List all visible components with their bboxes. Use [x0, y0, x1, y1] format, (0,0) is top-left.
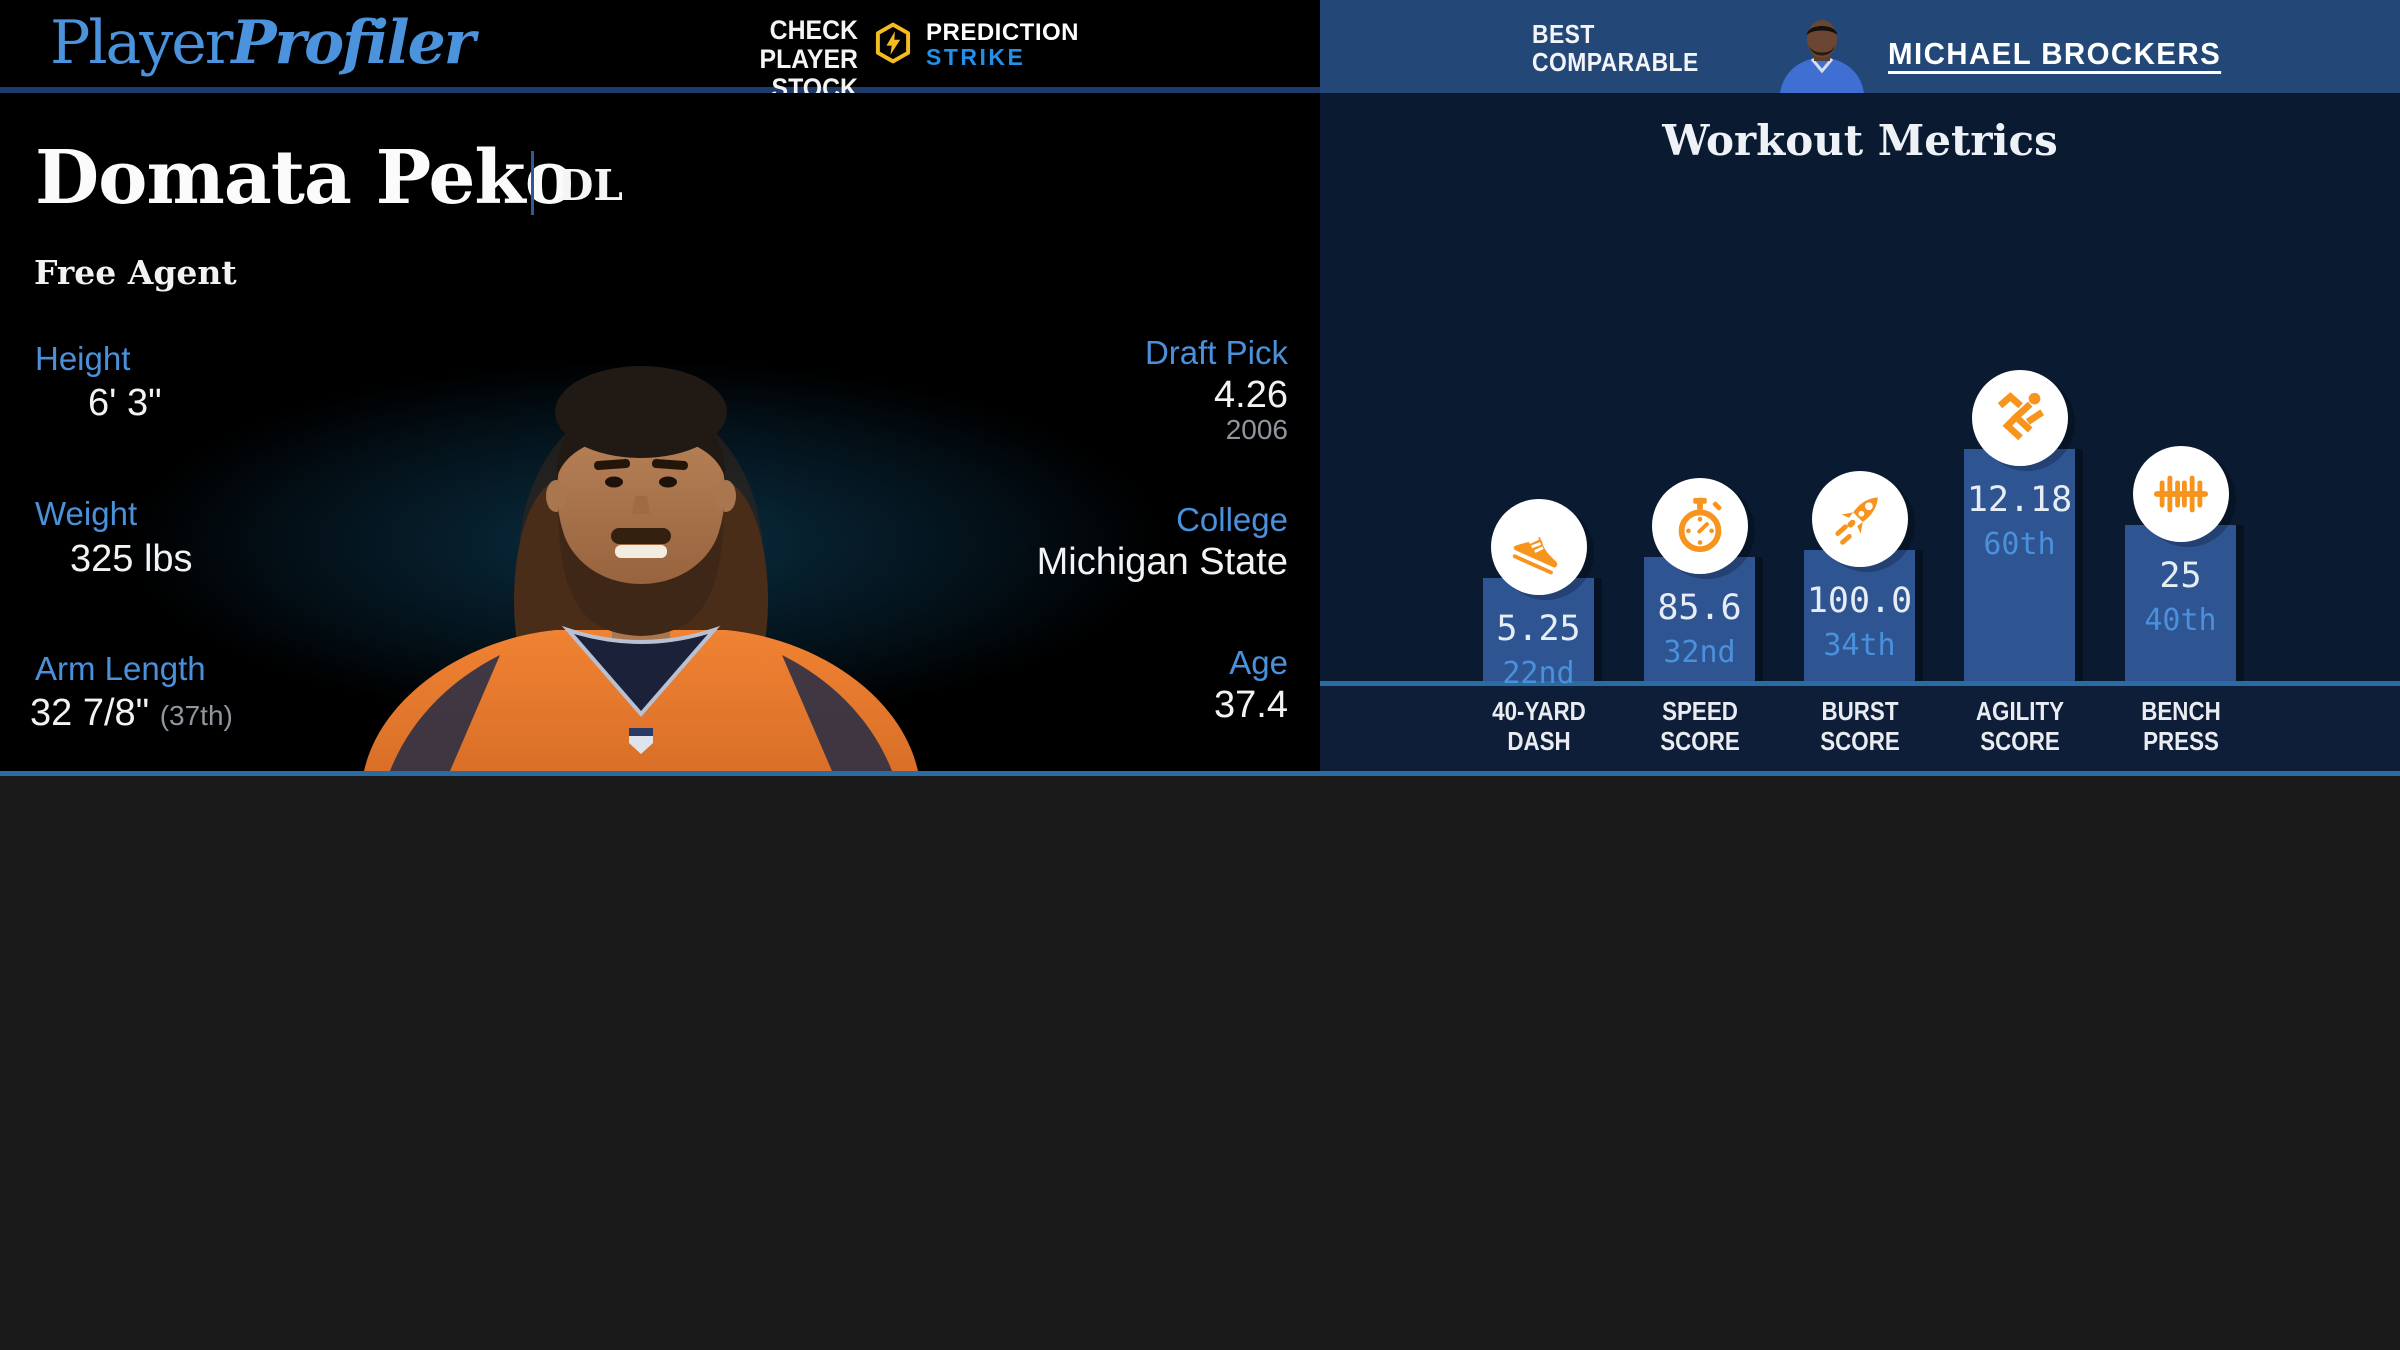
- site-header: PlayerProfiler CHECK PLAYER STOCK PRICES…: [0, 0, 1320, 132]
- stat-value-height: 6' 3": [88, 382, 162, 424]
- best-comparable-bar: BEST COMPARABLE MICHAEL BROCKERS: [1320, 0, 2400, 93]
- chart-label-strip: [1320, 686, 2400, 771]
- best-comparable-label: BEST COMPARABLE: [1532, 19, 1699, 77]
- empty-lower-section: [0, 776, 2400, 1350]
- promo-brand: PREDICTION STRIKE: [926, 19, 1080, 70]
- player-position: DL: [557, 161, 623, 210]
- comparable-player-link[interactable]: MICHAEL BROCKERS: [1888, 36, 2222, 71]
- player-info-panel: Domata Peko DL Free Agent Height 6' 3" W…: [0, 93, 1320, 771]
- stat-value-weight: 325 lbs: [70, 538, 193, 580]
- logo-text-profiler: Profiler: [231, 8, 475, 78]
- stat-label-draft-pick: Draft Pick: [1144, 334, 1288, 371]
- stat-label-weight: Weight: [35, 495, 138, 532]
- stat-note-draft-year: 2006: [1225, 414, 1288, 445]
- stat-label-arm-length: Arm Length: [35, 650, 206, 687]
- stat-value-draft-pick: 4.26: [1214, 374, 1288, 416]
- player-team-status: Free Agent: [34, 253, 237, 292]
- lightning-hexagon-icon: [875, 22, 911, 64]
- stat-value-college: Michigan State: [1036, 541, 1288, 583]
- prediction-strike-promo-link[interactable]: CHECK PLAYER STOCK PRICES PREDICTION STR…: [690, 12, 1120, 132]
- stat-value-age: 37.4: [1214, 684, 1288, 726]
- logo-text-player: Player: [50, 8, 233, 78]
- position-divider: [531, 151, 534, 215]
- chart-title: Workout Metrics: [1662, 116, 2058, 165]
- player-photo: [364, 366, 918, 771]
- stat-value-arm-length: 32 7/8" (37th): [30, 692, 233, 734]
- player-name: Domata Peko: [35, 135, 574, 221]
- playerprofiler-logo[interactable]: PlayerProfiler: [50, 8, 475, 78]
- stat-note-arm-length: (37th): [159, 700, 233, 731]
- stat-label-height: Height: [35, 340, 131, 377]
- chart-axis-line: [1320, 681, 2400, 686]
- comparable-player-avatar[interactable]: [1776, 13, 1868, 93]
- section-divider-line: [0, 771, 2400, 776]
- workout-metrics-panel: Workout Metrics: [1320, 93, 2400, 771]
- stat-label-age: Age: [1229, 644, 1288, 681]
- stat-label-college: College: [1176, 501, 1288, 538]
